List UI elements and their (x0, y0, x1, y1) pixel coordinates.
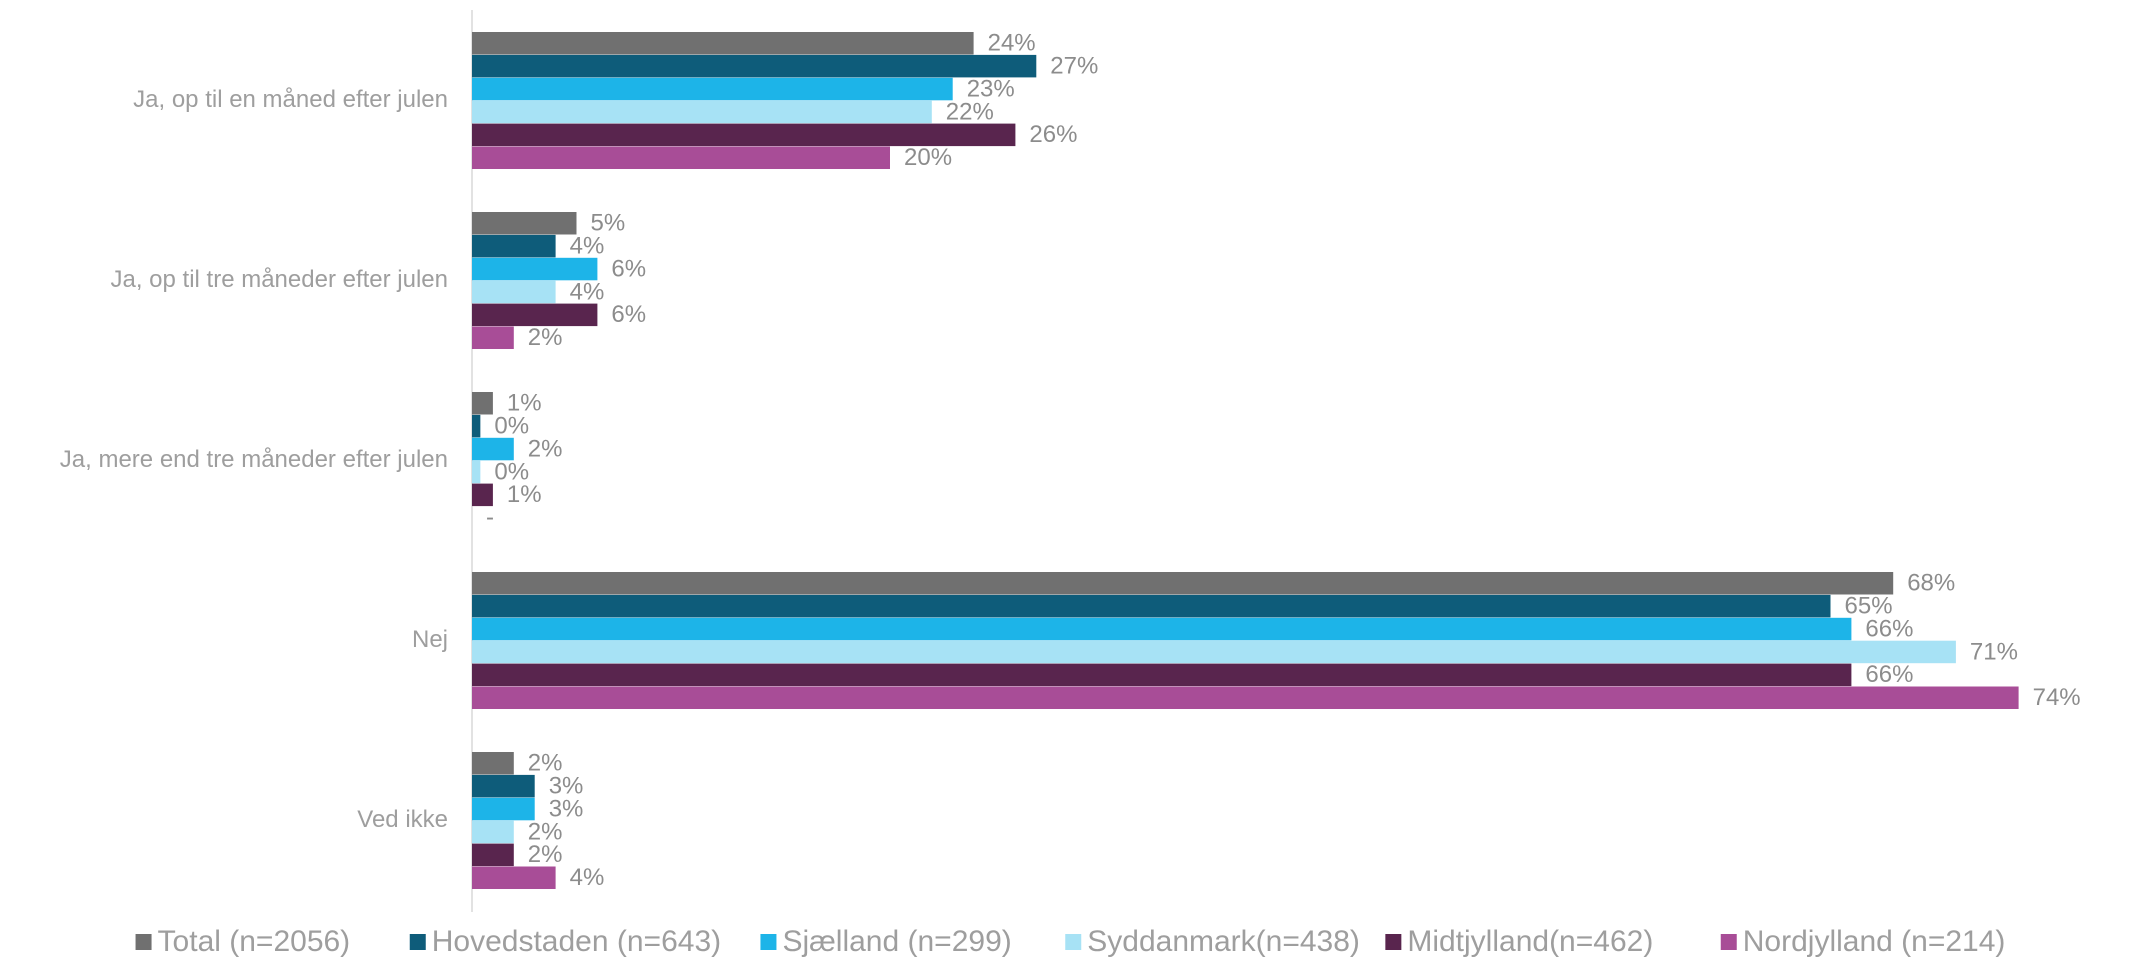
value-label-syddanmark-n-438-ja-op-til-en-maned-efter-julen: 22% (946, 98, 994, 125)
bar-midtjylland-n-462-ja-mere-end-tre-maneder-efter-julen (472, 483, 493, 507)
value-label-midtjylland-n-462-nej: 66% (1865, 661, 1913, 688)
value-label-hovedstaden-n-643-ja-op-til-en-maned-efter-julen: 27% (1050, 52, 1098, 79)
bars (472, 32, 2019, 889)
value-label-hovedstaden-n-643-ja-op-til-tre-maneder-efter-julen: 4% (570, 232, 605, 259)
value-label-hovedstaden-n-643-nej: 65% (1845, 592, 1893, 619)
bar-hovedstaden-n-643-ja-mere-end-tre-maneder-efter-julen (472, 414, 481, 438)
value-label-midtjylland-n-462-ja-op-til-tre-maneder-efter-julen: 6% (611, 301, 646, 328)
bar-nordjylland-n-214-ja-op-til-en-maned-efter-julen (472, 146, 890, 169)
legend-swatch-nordjylland-n-214 (1720, 934, 1737, 950)
bar-hovedstaden-n-643-ja-op-til-tre-maneder-efter-julen (472, 234, 556, 258)
bar-nordjylland-n-214-ved-ikke (472, 866, 556, 889)
value-label-total-n-2056-nej: 68% (1907, 570, 1955, 597)
bar-sjaelland-n-299-ved-ikke (472, 797, 535, 821)
value-label-sjaelland-n-299-ja-op-til-tre-maneder-efter-julen: 6% (611, 255, 646, 282)
value-label-nordjylland-n-214-ved-ikke: 4% (570, 864, 605, 891)
bar-midtjylland-n-462-ja-op-til-en-maned-efter-julen (472, 123, 1016, 147)
bar-sjaelland-n-299-ja-op-til-en-maned-efter-julen (472, 77, 953, 101)
category-label-ja-mere-end-tre-maneder-efter-julen: Ja, mere end tre måneder efter julen (60, 446, 448, 473)
category-labels: Ja, op til en måned efter julen Ja, op ti… (60, 86, 448, 833)
legend-label-syddanmark-n-438: Syddanmark(n=438) (1087, 925, 1360, 958)
bar-total-n-2056-nej (472, 572, 1894, 595)
bar-sjaelland-n-299-nej (472, 617, 1852, 641)
legend-swatch-hovedstaden-n-643 (409, 934, 426, 950)
value-label-nordjylland-n-214-ja-op-til-en-maned-efter-julen: 20% (904, 144, 952, 171)
bar-syddanmark-n-438-ja-op-til-en-maned-efter-julen (472, 100, 932, 124)
bar-sjaelland-n-299-ja-op-til-tre-maneder-efter-julen (472, 257, 598, 281)
legend-swatch-total-n-2056 (135, 934, 152, 950)
value-label-hovedstaden-n-643-ved-ikke: 3% (549, 772, 584, 799)
legend-swatch-sjaelland-n-299 (760, 934, 777, 950)
legend-label-total-n-2056: Total (n=2056) (158, 925, 351, 958)
legend-label-midtjylland-n-462: Midtjylland(n=462) (1407, 925, 1653, 958)
value-label-total-n-2056-ja-mere-end-tre-maneder-efter-julen: 1% (507, 390, 542, 417)
value-label-total-n-2056-ja-op-til-tre-maneder-efter-julen: 5% (591, 210, 626, 237)
bar-total-n-2056-ja-op-til-tre-maneder-efter-julen (472, 212, 577, 235)
value-label-total-n-2056-ved-ikke: 2% (528, 750, 563, 777)
bar-midtjylland-n-462-ved-ikke (472, 843, 514, 867)
bar-syddanmark-n-438-ja-op-til-tre-maneder-efter-julen (472, 280, 556, 304)
bar-hovedstaden-n-643-ved-ikke (472, 774, 535, 798)
value-label-nordjylland-n-214-ja-mere-end-tre-maneder-efter-julen: - (486, 504, 494, 531)
legend-label-hovedstaden-n-643: Hovedstaden (n=643) (432, 925, 721, 958)
value-label-syddanmark-n-438-ja-mere-end-tre-maneder-efter-julen: 0% (494, 458, 529, 485)
bar-total-n-2056-ved-ikke (472, 752, 514, 775)
bar-midtjylland-n-462-ja-op-til-tre-maneder-efter-julen (472, 303, 598, 327)
value-label-syddanmark-n-438-nej: 71% (1970, 638, 2018, 665)
category-label-ved-ikke: Ved ikke (357, 806, 448, 833)
value-label-total-n-2056-ja-op-til-en-maned-efter-julen: 24% (988, 30, 1036, 57)
bar-syddanmark-n-438-nej (472, 640, 1956, 664)
bar-hovedstaden-n-643-ja-op-til-en-maned-efter-julen (472, 54, 1037, 78)
value-label-midtjylland-n-462-ved-ikke: 2% (528, 841, 563, 868)
bar-syddanmark-n-438-ja-mere-end-tre-maneder-efter-julen (472, 460, 481, 484)
value-label-sjaelland-n-299-ja-op-til-en-maned-efter-julen: 23% (967, 75, 1015, 102)
category-label-nej: Nej (412, 626, 448, 653)
value-label-midtjylland-n-462-ja-op-til-en-maned-efter-julen: 26% (1029, 121, 1077, 148)
value-label-syddanmark-n-438-ja-op-til-tre-maneder-efter-julen: 4% (570, 278, 605, 305)
bar-total-n-2056-ja-op-til-en-maned-efter-julen (472, 32, 974, 55)
value-labels: 24%27%23%22%26%20%5%4%6%4%6%2%1%0%2%0%1%… (486, 30, 2081, 892)
legend-swatch-midtjylland-n-462 (1385, 934, 1402, 950)
legend-label-sjaelland-n-299: Sjælland (n=299) (782, 925, 1011, 958)
category-label-ja-op-til-tre-maneder-efter-julen: Ja, op til tre måneder efter julen (110, 266, 448, 293)
value-label-nordjylland-n-214-ja-op-til-tre-maneder-efter-julen: 2% (528, 324, 563, 351)
value-label-midtjylland-n-462-ja-mere-end-tre-maneder-efter-julen: 1% (507, 481, 542, 508)
bar-nordjylland-n-214-ja-op-til-tre-maneder-efter-julen (472, 326, 514, 349)
bar-nordjylland-n-214-nej (472, 686, 2019, 709)
bar-total-n-2056-ja-mere-end-tre-maneder-efter-julen (472, 392, 493, 415)
value-label-sjaelland-n-299-ved-ikke: 3% (549, 795, 584, 822)
category-label-ja-op-til-en-maned-efter-julen: Ja, op til en måned efter julen (133, 86, 448, 113)
legend-label-nordjylland-n-214: Nordjylland (n=214) (1743, 925, 2006, 958)
legend-swatch-syddanmark-n-438 (1065, 934, 1082, 950)
value-label-nordjylland-n-214-nej: 74% (2033, 684, 2081, 711)
bar-sjaelland-n-299-ja-mere-end-tre-maneder-efter-julen (472, 437, 514, 461)
bar-syddanmark-n-438-ved-ikke (472, 820, 514, 844)
legend: Total (n=2056) Hovedstaden (n=643) Sjællan… (135, 925, 2006, 958)
bar-hovedstaden-n-643-nej (472, 594, 1831, 618)
value-label-sjaelland-n-299-nej: 66% (1865, 615, 1913, 642)
bar-midtjylland-n-462-nej (472, 663, 1852, 687)
value-label-sjaelland-n-299-ja-mere-end-tre-maneder-efter-julen: 2% (528, 435, 563, 462)
value-label-syddanmark-n-438-ved-ikke: 2% (528, 818, 563, 845)
value-label-hovedstaden-n-643-ja-mere-end-tre-maneder-efter-julen: 0% (494, 412, 529, 439)
